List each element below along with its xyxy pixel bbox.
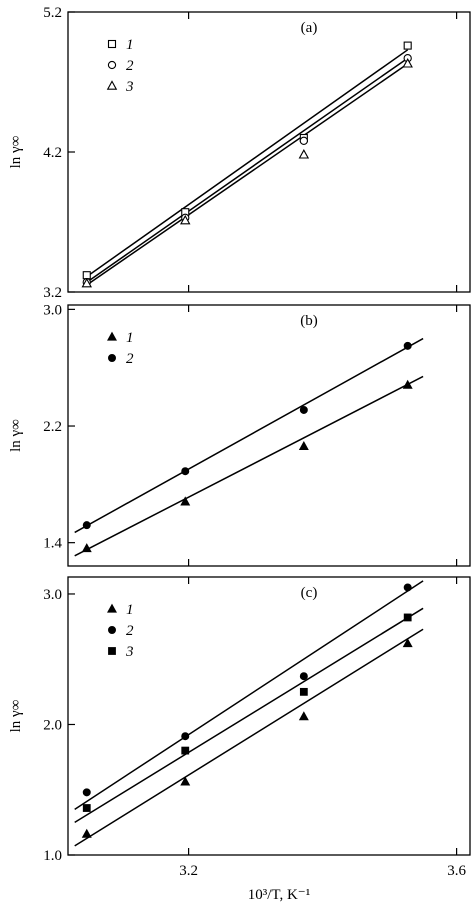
data-point-series-3 <box>82 804 91 812</box>
plot-frame <box>67 304 471 567</box>
panel-label: (b) <box>300 313 318 329</box>
legend-label-series-2: 2 <box>126 58 134 74</box>
y-tick-label: 1.4 <box>43 536 62 552</box>
fit-line-series-2 <box>74 580 424 810</box>
legend-marker-series-3 <box>108 647 116 655</box>
data-point-series-1 <box>298 711 309 721</box>
data-point-series-3 <box>81 277 92 288</box>
data-point-series-1 <box>81 543 92 553</box>
panel-a: 3.2 4.2 5.2 (a) ln γ∞ 1 2 3 <box>8 5 471 301</box>
legend-marker-series-3 <box>106 80 118 90</box>
fit-line-series-2 <box>86 57 409 283</box>
data-point-series-2 <box>181 732 190 741</box>
fit-line-series-3 <box>74 607 424 824</box>
legend-label-series-1: 1 <box>126 37 134 53</box>
panel-label: (a) <box>301 20 318 36</box>
data-point-series-2 <box>403 583 412 592</box>
data-point-series-2 <box>82 521 91 530</box>
data-point-series-1 <box>402 638 413 648</box>
data-point-series-2 <box>403 341 412 350</box>
fit-line-series-1 <box>86 49 409 278</box>
legend-label-series-1: 1 <box>126 602 134 618</box>
panel-b: 1.4 2.2 3.0 (b) ln γ∞ 1 2 <box>8 302 471 567</box>
data-point-series-3 <box>403 613 412 622</box>
y-tick-label: 1.0 <box>43 848 62 864</box>
fit-line-series-3 <box>86 63 409 286</box>
y-tick-label: 3.0 <box>43 587 62 603</box>
fit-line-series-1 <box>74 628 424 847</box>
data-point-series-1 <box>403 41 412 50</box>
data-point-series-3 <box>298 149 310 159</box>
legend-marker-series-2 <box>108 626 117 635</box>
data-point-series-2 <box>181 467 190 476</box>
legend-marker-series-1 <box>107 603 117 613</box>
panel-label: (c) <box>301 585 318 601</box>
legend-label-series-2: 2 <box>126 623 134 639</box>
plot-frame <box>67 11 471 293</box>
y-axis-title: ln γ∞ <box>8 419 24 452</box>
legend-marker-series-1 <box>107 39 117 49</box>
legend-label-series-3: 3 <box>125 644 134 660</box>
data-point-series-1 <box>180 776 191 786</box>
data-point-series-1 <box>82 271 91 280</box>
y-tick-label: 2.0 <box>43 717 62 733</box>
y-tick-label: 5.2 <box>43 5 62 21</box>
y-tick-label: 4.2 <box>43 145 62 161</box>
data-point-series-1 <box>402 379 413 389</box>
x-tick-label: 3.6 <box>447 863 466 879</box>
y-tick-label: 3.2 <box>43 285 62 301</box>
y-axis-title: ln γ∞ <box>8 700 24 733</box>
data-point-series-1 <box>298 441 309 451</box>
data-point-series-1 <box>81 828 92 838</box>
y-tick-label: 2.2 <box>43 419 62 435</box>
legend-label-series-2: 2 <box>126 351 134 367</box>
data-point-series-2 <box>299 136 308 145</box>
fit-line-series-1 <box>74 375 424 557</box>
data-point-series-2 <box>82 788 91 797</box>
legend-label-series-1: 1 <box>126 330 134 346</box>
y-axis-title: ln γ∞ <box>8 136 24 169</box>
x-axis-title: 10³/T, K⁻¹ <box>248 887 310 903</box>
legend-marker-series-1 <box>107 331 117 341</box>
data-point-series-3 <box>180 214 191 225</box>
panel-c: 1.0 2.0 3.0 3.2 3.6 (c) ln γ∞ 1 2 3 10³/T, K⁻¹ <box>8 576 471 903</box>
legend-marker-series-2 <box>107 60 117 70</box>
data-point-series-3 <box>299 687 308 696</box>
plot-frame <box>67 576 471 856</box>
data-point-series-2 <box>299 672 308 681</box>
data-point-series-3 <box>181 746 190 755</box>
legend-marker-series-2 <box>108 353 117 362</box>
y-tick-label: 3.0 <box>43 302 62 318</box>
data-point-series-2 <box>299 405 308 414</box>
x-tick-label: 3.2 <box>179 863 198 879</box>
fit-line-series-2 <box>74 337 424 534</box>
data-point-series-3 <box>402 58 413 68</box>
legend-label-series-3: 3 <box>125 79 134 95</box>
data-point-series-1 <box>180 496 191 506</box>
